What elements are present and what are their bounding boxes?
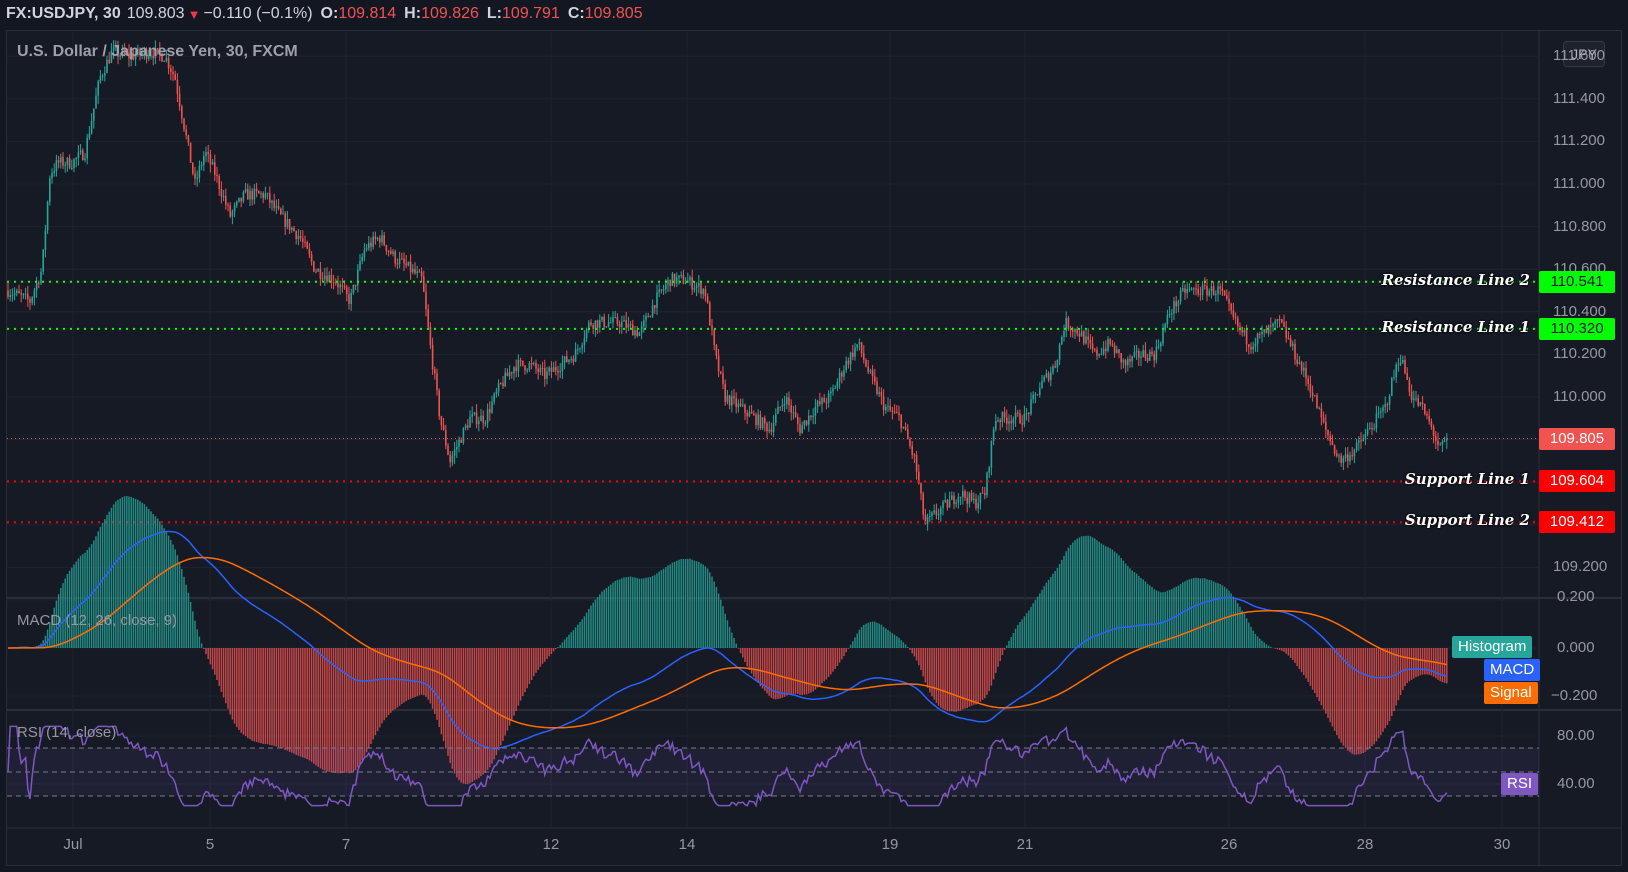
triangle-down-icon: ▼ [187, 6, 201, 22]
price-change: −0.110 (−0.1%) [203, 5, 313, 22]
level-value-tag-0: 110.541 [1539, 270, 1615, 293]
time-axis-label: 28 [1356, 836, 1374, 853]
price-axis-label: 111.000 [1553, 175, 1605, 192]
time-axis-label: 5 [205, 836, 215, 853]
price-axis-label: 109.200 [1553, 558, 1608, 576]
last-price: 109.803 [126, 5, 185, 22]
time-axis-label: 19 [881, 836, 899, 853]
open-value: 109.814 [338, 5, 397, 22]
rsi-title[interactable]: RSI (14, close) [17, 724, 117, 741]
high-value: 109.826 [421, 5, 479, 22]
price-axis-label: 110.000 [1553, 388, 1607, 405]
level-label-1: Resistance Line 1 [1381, 317, 1530, 336]
main-pane-title[interactable]: U.S. Dollar / Japanese Yen, 30, FXCM [17, 43, 298, 60]
symbol-header: FX:USDJPY, 30 109.803 ▼ −0.110 (−0.1%) O… [0, 0, 1628, 28]
price-axis-label: 110.200 [1553, 345, 1607, 363]
close-value: 109.805 [584, 5, 643, 22]
macd-axis-neg: −0.200 [1551, 687, 1598, 704]
time-axis-label: 30 [1493, 836, 1511, 853]
close-label: C: [567, 5, 585, 22]
level-value-tag-3: 109.412 [1539, 511, 1615, 534]
rsi-axis-40: 40.00 [1557, 775, 1595, 792]
price-axis-label: 111.400 [1553, 89, 1605, 107]
macd-tag: MACD [1484, 659, 1541, 681]
level-label-2: Support Line 1 [1404, 470, 1530, 489]
level-value-tag-2: 109.604 [1539, 470, 1615, 493]
macd-axis-top: 0.200 [1557, 588, 1595, 605]
price-axis-label: 111.600 [1553, 47, 1605, 65]
level-value-tag-1: 110.320 [1539, 317, 1615, 340]
time-axis-label: 21 [1016, 836, 1034, 853]
price-axis-label: 110.800 [1553, 217, 1607, 235]
time-axis-label: 26 [1220, 836, 1238, 853]
currency-button[interactable]: JPY [1563, 41, 1605, 67]
rsi-axis-80: 80.00 [1557, 727, 1595, 744]
signal-tag: Signal [1484, 682, 1538, 704]
level-label-0: Resistance Line 2 [1381, 270, 1530, 289]
price-axis-label: 111.200 [1553, 132, 1605, 150]
level-label-3: Support Line 2 [1404, 511, 1530, 530]
high-label: H: [404, 5, 422, 22]
symbol-label[interactable]: FX:USDJPY, 30 [6, 5, 121, 22]
current-price-tag: 109.805 [1539, 427, 1615, 450]
time-axis-label: 14 [678, 836, 696, 853]
histogram-tag: Histogram [1452, 636, 1533, 658]
macd-axis-zero: 0.000 [1557, 639, 1595, 656]
price-axis-label: 110.400 [1553, 302, 1607, 320]
low-value: 109.791 [502, 5, 560, 22]
low-label: L: [486, 5, 503, 22]
rsi-tag: RSI [1501, 773, 1539, 795]
time-axis-label: 12 [542, 836, 560, 853]
time-axis-label: 7 [341, 836, 351, 853]
open-label: O: [320, 5, 339, 22]
time-axis-label: Jul [63, 836, 83, 853]
macd-title[interactable]: MACD (12, 26, close, 9) [17, 612, 178, 629]
